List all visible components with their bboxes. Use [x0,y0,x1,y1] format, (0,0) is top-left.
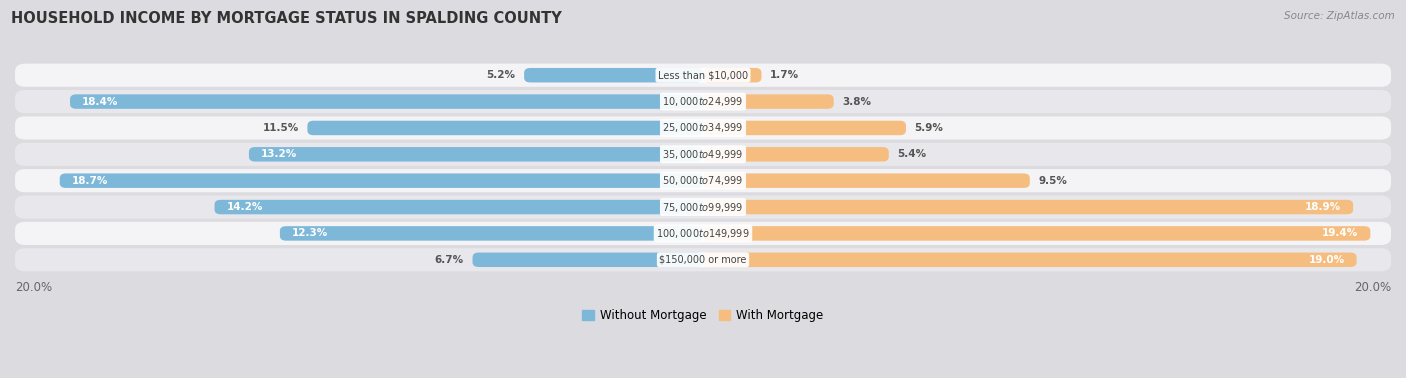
FancyBboxPatch shape [249,147,703,161]
FancyBboxPatch shape [703,200,1353,214]
Text: $100,000 to $149,999: $100,000 to $149,999 [657,227,749,240]
Text: 19.0%: 19.0% [1309,255,1344,265]
Legend: Without Mortgage, With Mortgage: Without Mortgage, With Mortgage [578,304,828,327]
FancyBboxPatch shape [59,174,703,188]
FancyBboxPatch shape [280,226,703,241]
Text: 1.7%: 1.7% [770,70,799,80]
Text: 20.0%: 20.0% [15,281,52,294]
FancyBboxPatch shape [15,143,1391,166]
FancyBboxPatch shape [215,200,703,214]
Text: 5.2%: 5.2% [486,70,516,80]
FancyBboxPatch shape [308,121,703,135]
FancyBboxPatch shape [15,116,1391,139]
FancyBboxPatch shape [703,226,1371,241]
Text: 6.7%: 6.7% [434,255,464,265]
Text: $50,000 to $74,999: $50,000 to $74,999 [662,174,744,187]
Text: 3.8%: 3.8% [842,96,872,107]
Text: $75,000 to $99,999: $75,000 to $99,999 [662,201,744,214]
Text: 5.9%: 5.9% [914,123,943,133]
Text: Source: ZipAtlas.com: Source: ZipAtlas.com [1284,11,1395,21]
FancyBboxPatch shape [703,147,889,161]
FancyBboxPatch shape [703,121,905,135]
Text: 18.7%: 18.7% [72,176,108,186]
FancyBboxPatch shape [15,222,1391,245]
Text: 18.9%: 18.9% [1305,202,1341,212]
Text: 18.4%: 18.4% [82,96,118,107]
Text: 5.4%: 5.4% [897,149,927,159]
Text: 12.3%: 12.3% [292,228,328,239]
FancyBboxPatch shape [15,90,1391,113]
Text: $25,000 to $34,999: $25,000 to $34,999 [662,121,744,135]
Text: Less than $10,000: Less than $10,000 [658,70,748,80]
Text: 13.2%: 13.2% [262,149,297,159]
Text: 14.2%: 14.2% [226,202,263,212]
Text: 9.5%: 9.5% [1039,176,1067,186]
Text: 19.4%: 19.4% [1322,228,1358,239]
Text: $150,000 or more: $150,000 or more [659,255,747,265]
FancyBboxPatch shape [524,68,703,82]
FancyBboxPatch shape [472,253,703,267]
FancyBboxPatch shape [15,64,1391,87]
FancyBboxPatch shape [15,248,1391,271]
Text: HOUSEHOLD INCOME BY MORTGAGE STATUS IN SPALDING COUNTY: HOUSEHOLD INCOME BY MORTGAGE STATUS IN S… [11,11,562,26]
FancyBboxPatch shape [703,94,834,109]
FancyBboxPatch shape [15,169,1391,192]
FancyBboxPatch shape [703,174,1029,188]
Text: 11.5%: 11.5% [263,123,299,133]
FancyBboxPatch shape [15,195,1391,218]
Text: $35,000 to $49,999: $35,000 to $49,999 [662,148,744,161]
FancyBboxPatch shape [70,94,703,109]
FancyBboxPatch shape [703,68,762,82]
Text: $10,000 to $24,999: $10,000 to $24,999 [662,95,744,108]
Text: 20.0%: 20.0% [1354,281,1391,294]
FancyBboxPatch shape [703,253,1357,267]
